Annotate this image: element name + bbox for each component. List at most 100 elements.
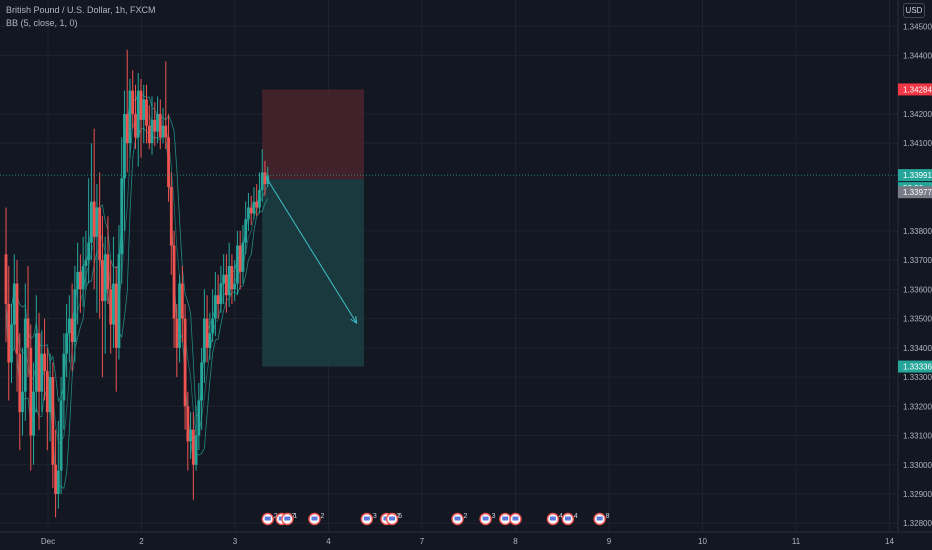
candle [233, 260, 237, 302]
candle-body [73, 289, 77, 342]
event-marker[interactable]: 3 [479, 512, 496, 526]
candle-body [134, 114, 137, 138]
candle-body [175, 318, 179, 348]
candle [145, 84, 148, 144]
event-count: 6 [398, 513, 402, 520]
event-marker[interactable]: 8 [593, 512, 610, 526]
candle-body [26, 318, 30, 348]
candle [73, 266, 77, 363]
candle-body [252, 201, 256, 214]
candle-body [194, 435, 198, 465]
candle-body [205, 318, 209, 348]
candle-body [18, 353, 22, 413]
candle-body [106, 254, 110, 290]
candle-body [95, 207, 99, 237]
candle [258, 172, 261, 214]
candle-body [98, 207, 102, 261]
event-flag-stripe [284, 516, 291, 521]
event-flag-stripe [264, 516, 271, 521]
event-marker[interactable] [499, 512, 512, 526]
candle-body [233, 283, 237, 290]
take-profit-zone[interactable] [262, 179, 365, 367]
candle-body [241, 242, 245, 272]
candle-body [227, 266, 231, 296]
candle-body [4, 254, 8, 304]
candle [194, 406, 198, 471]
event-marker[interactable]: 2 [261, 512, 278, 526]
candle-body [37, 333, 41, 392]
arrow-head[interactable] [350, 315, 358, 324]
candle [109, 260, 113, 354]
indicator-label[interactable]: BB (5, close, 1, 0) [6, 18, 78, 28]
candle-body [244, 219, 248, 243]
candle-body [34, 333, 38, 392]
candle-body [84, 260, 88, 266]
currency-button[interactable]: USD [903, 3, 925, 18]
price-tick-label: 1.33800 [903, 227, 932, 236]
candle [4, 207, 8, 342]
event-marker[interactable]: 2 [308, 512, 325, 526]
candle-body [150, 119, 154, 144]
stop-loss-price-label: 1.34284 [903, 85, 932, 94]
event-marker[interactable]: 6 [385, 512, 403, 526]
event-marker[interactable]: 1 [281, 512, 298, 526]
candle [247, 192, 250, 231]
candle-body [249, 207, 253, 214]
candle [202, 289, 206, 383]
event-flag-stripe [549, 516, 556, 521]
candle [225, 254, 228, 313]
time-tick-label: 14 [885, 537, 894, 546]
candle [216, 274, 220, 319]
take-profit-price-label-bg [898, 360, 932, 373]
candle-body [183, 318, 187, 407]
candle [112, 236, 115, 348]
event-marker[interactable]: 3 [360, 512, 377, 526]
candle-body [189, 429, 192, 442]
event-marker[interactable]: 4 [561, 512, 578, 526]
event-count: 2 [464, 513, 468, 520]
symbol-title[interactable]: British Pound / U.S. Dollar, 1h, FXCM [6, 5, 156, 15]
candle [65, 304, 69, 378]
candle-body [65, 333, 69, 354]
candle-body [186, 406, 190, 442]
price-tick-label: 1.33200 [903, 402, 932, 411]
event-marker[interactable] [509, 512, 522, 526]
candle [123, 90, 126, 231]
event-marker[interactable]: 2 [451, 512, 468, 526]
candle-body [169, 187, 173, 246]
candle [87, 178, 91, 284]
candle [241, 225, 245, 284]
price-tick-label: 1.34400 [903, 52, 932, 61]
candle [244, 201, 248, 255]
candle [26, 266, 30, 378]
time-tick-label: 11 [792, 537, 801, 546]
stop-loss-zone[interactable] [262, 89, 365, 180]
time-tick-label: 7 [420, 537, 425, 546]
candle [205, 295, 209, 363]
time-axis[interactable]: Dec 2 3 4 7 8 9 10 11 14 [0, 531, 932, 546]
candle-body [147, 125, 151, 144]
candle-body [103, 254, 107, 302]
candle-body [101, 260, 104, 302]
event-marker[interactable]: 4 [546, 512, 563, 526]
economic-events[interactable]: 22712312623448 [261, 512, 610, 526]
candle [139, 78, 143, 158]
forecast-arrow[interactable] [265, 176, 358, 324]
event-count: 4 [574, 513, 578, 520]
candle-body [70, 318, 74, 342]
candle-body [260, 172, 264, 190]
arrow-shaft[interactable] [265, 176, 357, 324]
candle [125, 49, 129, 173]
candle [117, 225, 121, 360]
candle [186, 391, 190, 471]
candle [10, 304, 13, 383]
candle [175, 304, 179, 378]
candle [54, 429, 57, 518]
position-zones[interactable] [262, 89, 365, 367]
price-axis[interactable]: 1.34500 1.34400 1.34284 1.34200 1.34100 1.339… [897, 0, 932, 532]
candle-body [263, 172, 267, 185]
candle [169, 172, 173, 275]
candle-body [59, 400, 63, 471]
candle-body [216, 295, 220, 304]
